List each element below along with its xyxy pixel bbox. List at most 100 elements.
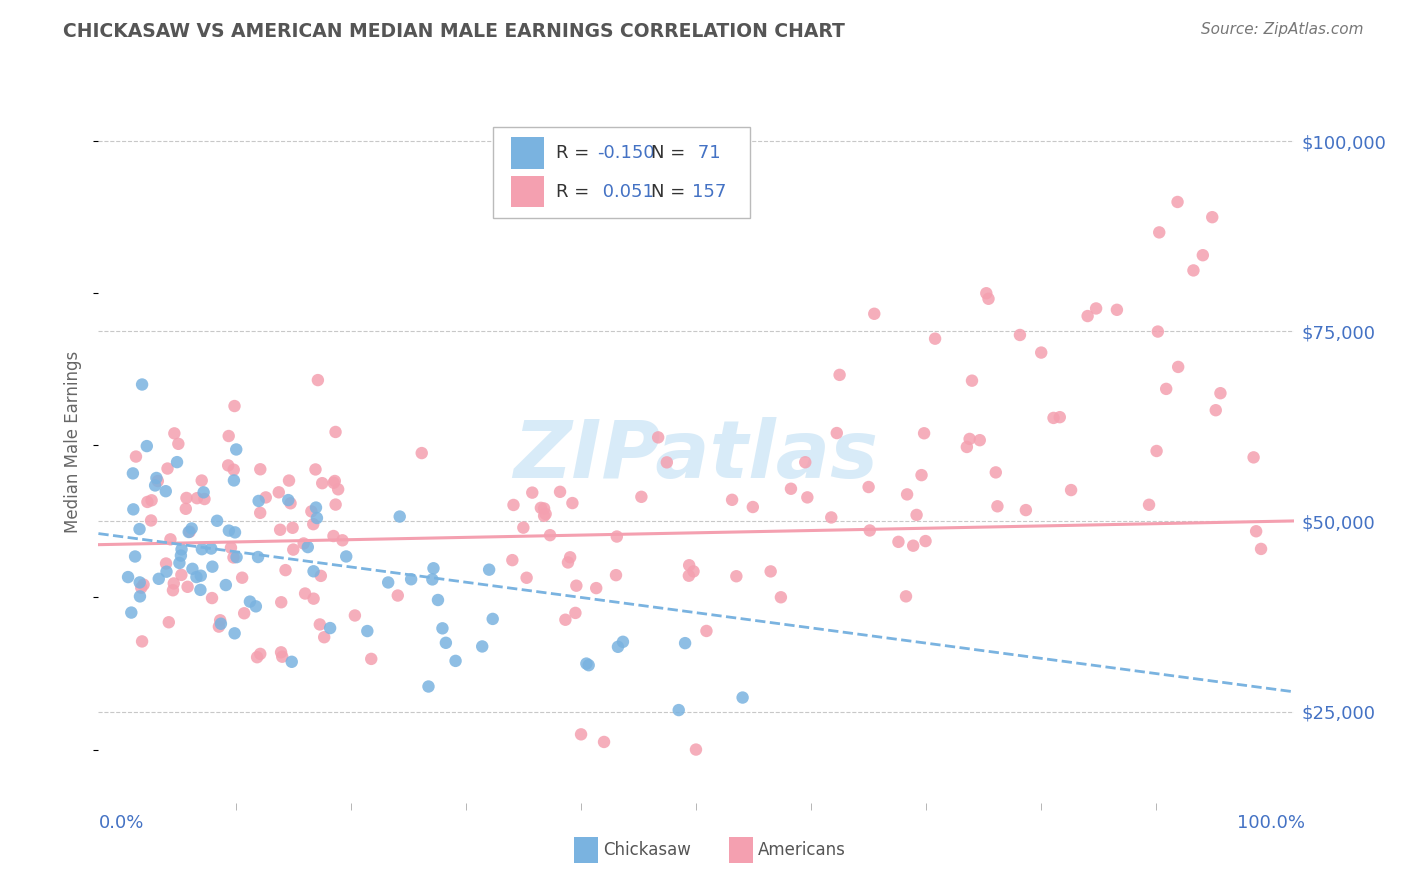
Point <box>388 509 411 524</box>
Point <box>502 498 524 512</box>
Point <box>129 590 152 604</box>
Point <box>910 468 932 483</box>
Point <box>820 510 842 524</box>
Point <box>418 680 440 694</box>
Point <box>224 399 246 413</box>
Point <box>1146 325 1168 339</box>
Point <box>117 570 139 584</box>
Point <box>668 703 690 717</box>
Point <box>432 621 454 635</box>
Point <box>1008 328 1031 343</box>
Point <box>422 573 444 587</box>
Text: Source: ZipAtlas.com: Source: ZipAtlas.com <box>1201 22 1364 37</box>
Point <box>305 511 328 525</box>
Text: Chickasaw: Chickasaw <box>603 841 690 859</box>
Point <box>245 599 267 614</box>
Point <box>162 583 184 598</box>
Point <box>731 690 754 705</box>
Point <box>1031 345 1053 359</box>
Text: N =: N = <box>651 183 690 201</box>
Point <box>685 742 707 756</box>
Point <box>914 534 936 549</box>
Point <box>569 727 592 741</box>
Point <box>231 571 253 585</box>
Point <box>673 636 696 650</box>
Point <box>274 563 297 577</box>
Point <box>959 432 981 446</box>
Point <box>174 501 197 516</box>
Point <box>247 549 270 564</box>
Point <box>224 525 246 540</box>
Point <box>533 501 555 516</box>
Point <box>1209 386 1232 401</box>
Text: R =: R = <box>557 183 595 201</box>
Point <box>205 514 228 528</box>
Point <box>825 425 848 440</box>
Point <box>224 626 246 640</box>
Bar <box>730 837 754 863</box>
Point <box>136 495 159 509</box>
Point <box>557 556 579 570</box>
Point <box>1085 301 1108 316</box>
Point <box>912 426 935 441</box>
Point <box>309 569 332 583</box>
Point <box>249 506 271 520</box>
Point <box>387 589 409 603</box>
Point <box>143 478 166 492</box>
Point <box>863 307 886 321</box>
Point <box>322 529 344 543</box>
Point <box>741 500 763 514</box>
Point <box>283 542 305 557</box>
Point <box>218 429 240 443</box>
Text: CHICKASAW VS AMERICAN MEDIAN MALE EARNINGS CORRELATION CHART: CHICKASAW VS AMERICAN MEDIAN MALE EARNIN… <box>63 22 845 41</box>
Point <box>129 581 152 595</box>
Bar <box>510 137 544 169</box>
Point <box>177 524 200 539</box>
Point <box>304 462 326 476</box>
Point <box>125 450 148 464</box>
Point <box>1105 302 1128 317</box>
Point <box>180 521 202 535</box>
Point <box>190 582 212 597</box>
Point <box>575 657 598 671</box>
Point <box>678 558 700 573</box>
Point <box>1042 411 1064 425</box>
Point <box>280 496 302 510</box>
Point <box>193 485 215 500</box>
Point <box>128 575 150 590</box>
Point <box>281 521 304 535</box>
Point <box>166 455 188 469</box>
Point <box>901 539 924 553</box>
Point <box>170 568 193 582</box>
Point <box>267 485 290 500</box>
Point <box>292 536 315 550</box>
Point <box>828 368 851 382</box>
Point <box>794 455 817 469</box>
Point <box>585 581 607 595</box>
Point <box>219 541 242 555</box>
Point <box>769 591 792 605</box>
Point <box>278 474 301 488</box>
Point <box>254 491 277 505</box>
Point <box>163 576 186 591</box>
Point <box>335 549 357 564</box>
Point <box>399 572 422 586</box>
Point <box>225 442 247 457</box>
Point <box>157 615 180 630</box>
Point <box>297 540 319 554</box>
Point <box>1146 444 1168 458</box>
Point <box>960 374 983 388</box>
Point <box>434 636 457 650</box>
Point <box>159 533 181 547</box>
Point <box>128 522 150 536</box>
Point <box>319 621 342 635</box>
Point <box>322 475 344 490</box>
Point <box>343 608 366 623</box>
Point <box>302 591 325 606</box>
Point <box>156 461 179 475</box>
Point <box>131 634 153 648</box>
Point <box>208 619 231 633</box>
Point <box>481 612 503 626</box>
Point <box>1154 382 1177 396</box>
Point <box>170 549 193 563</box>
